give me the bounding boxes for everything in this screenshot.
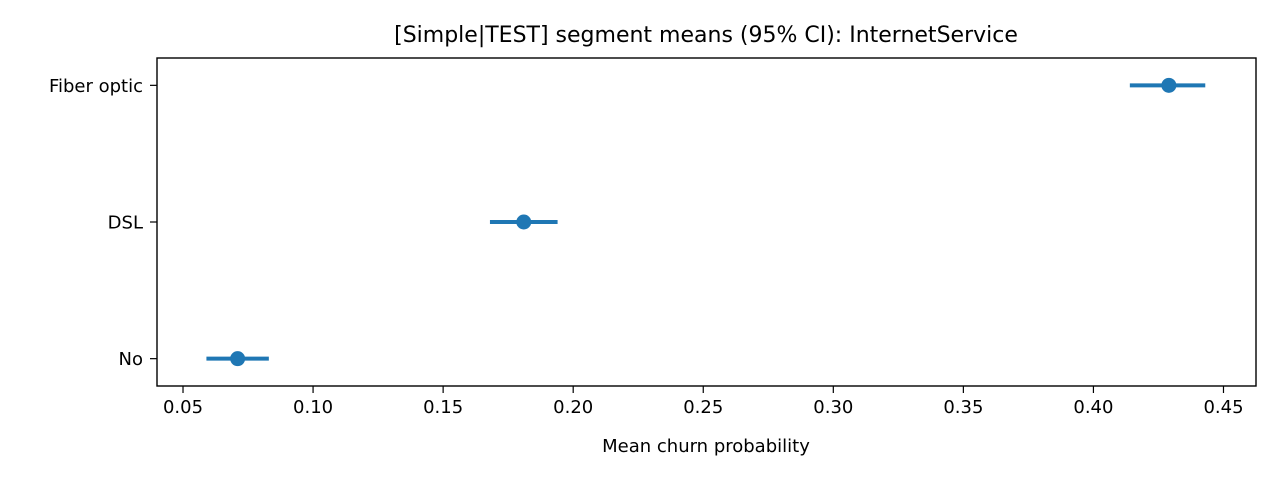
y-axis: Fiber optic DSL No <box>49 76 157 370</box>
y-tick-label: DSL <box>108 213 143 234</box>
x-tick-label: 0.30 <box>813 397 853 418</box>
plot-frame <box>156 57 1257 387</box>
mean-point <box>516 214 532 230</box>
x-axis-label: Mean churn probability <box>602 436 810 457</box>
mean-point <box>1161 77 1177 93</box>
plot-marks <box>206 77 1206 367</box>
mean-point <box>230 351 246 367</box>
x-tick-label: 0.45 <box>1203 397 1243 418</box>
x-tick-label: 0.35 <box>943 397 983 418</box>
x-tick-label: 0.15 <box>423 397 463 418</box>
chart-title: [Simple|TEST] segment means (95% CI): In… <box>394 23 1018 48</box>
x-tick-label: 0.20 <box>553 397 593 418</box>
y-tick-label: No <box>119 349 143 370</box>
x-tick-label: 0.25 <box>683 397 723 418</box>
x-tick-label: 0.10 <box>293 397 333 418</box>
x-tick-label: 0.05 <box>163 397 203 418</box>
x-tick-label: 0.40 <box>1073 397 1113 418</box>
y-tick-label: Fiber optic <box>49 76 143 97</box>
x-axis: 0.05 0.10 0.15 0.20 0.25 0.30 0.35 0.40 0.45 <box>163 386 1244 418</box>
